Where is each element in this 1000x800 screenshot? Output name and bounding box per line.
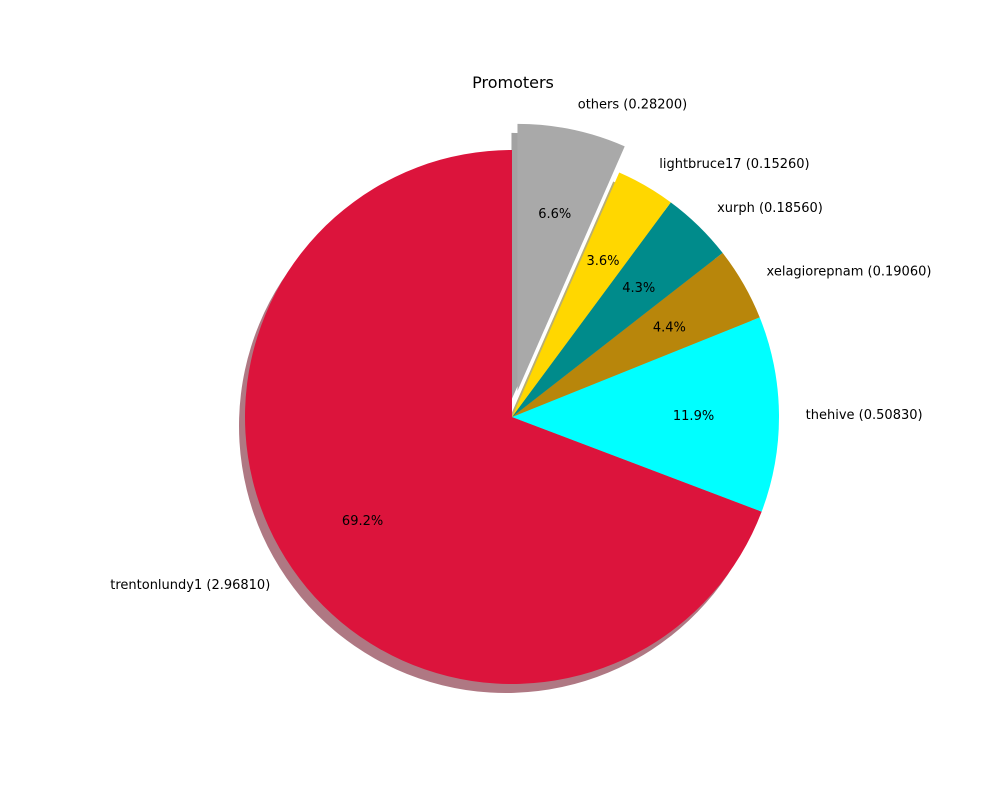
slice-others <box>517 123 625 391</box>
slice-label-trentonlundy1: trentonlundy1 (2.96810) <box>110 578 270 593</box>
slice-pct-lightbruce17: 3.6% <box>587 254 620 269</box>
slice-pct-trentonlundy1: 69.2% <box>342 514 383 529</box>
slice-label-lightbruce17: lightbruce17 (0.15260) <box>659 157 809 172</box>
slice-thehive <box>512 317 779 512</box>
slice-pct-others: 6.6% <box>538 207 571 222</box>
slice-pct-thehive: 11.9% <box>673 409 714 424</box>
chart-title: Promoters <box>472 73 554 92</box>
slice-xelagiorepnam <box>512 252 760 417</box>
pie-slices <box>245 123 779 684</box>
slice-lightbruce17 <box>512 172 671 417</box>
slice-label-xelagiorepnam: xelagiorepnam (0.19060) <box>767 265 932 280</box>
slice-label-xurph: xurph (0.18560) <box>717 201 823 216</box>
slice-pct-xurph: 4.3% <box>622 281 655 296</box>
slice-xurph <box>512 202 723 417</box>
slice-label-thehive: thehive (0.50830) <box>806 408 923 423</box>
slice-pct-xelagiorepnam: 4.4% <box>653 320 686 335</box>
slice-trentonlundy1 <box>245 150 762 684</box>
slice-label-others: others (0.28200) <box>578 97 687 112</box>
pie-labels: trentonlundy1 (2.96810) 69.2% thehive (0.5… <box>110 97 931 592</box>
